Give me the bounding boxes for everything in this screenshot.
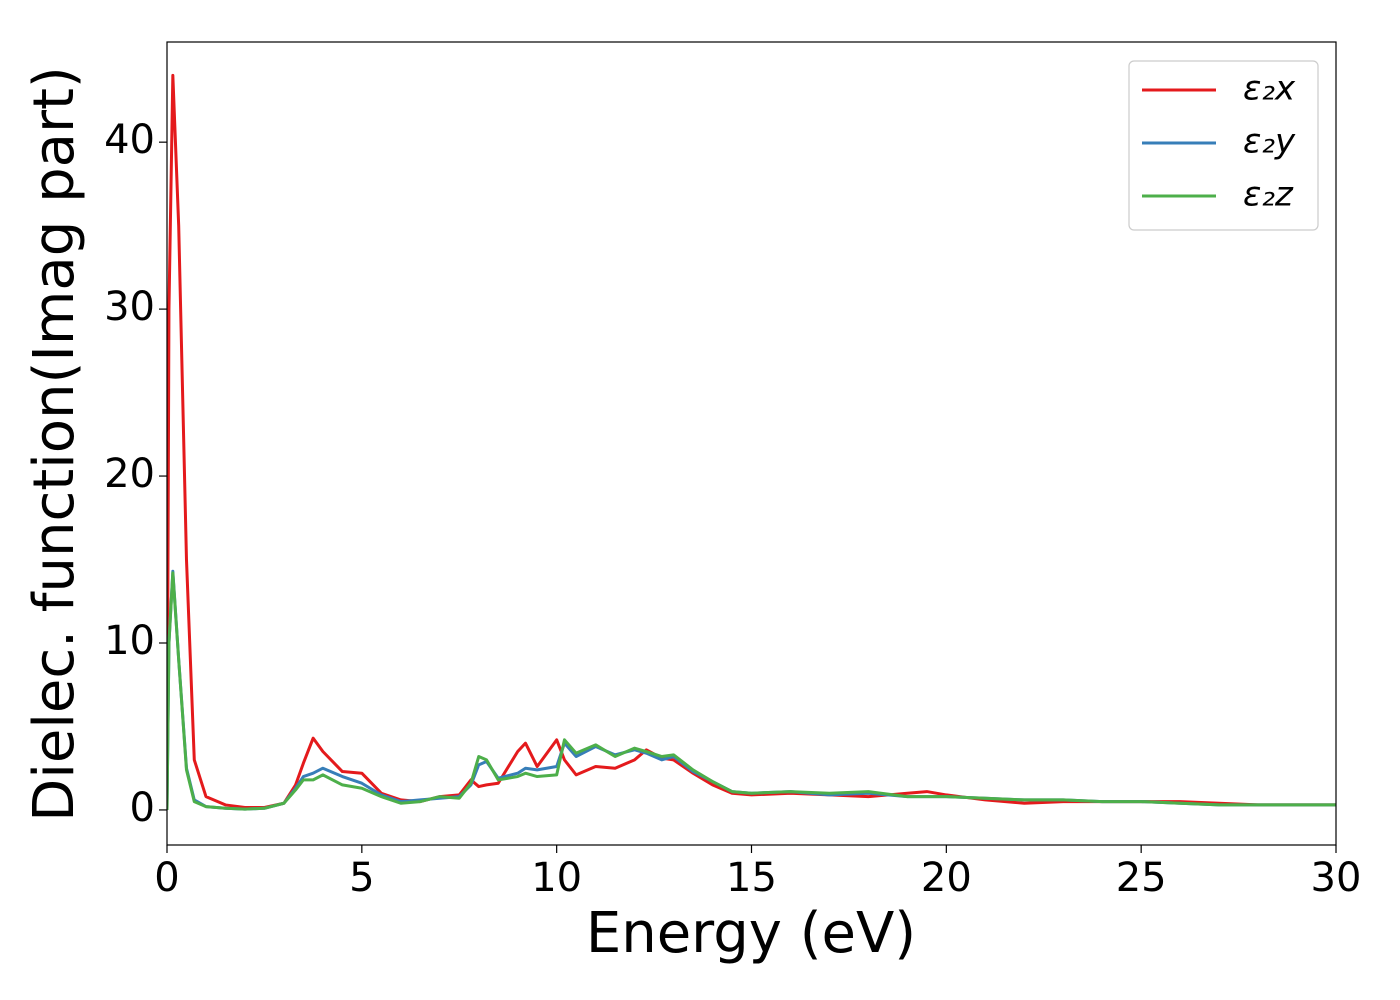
x-tick-label: 0 (154, 855, 179, 901)
legend-label: ε₂x (1243, 69, 1296, 109)
x-tick-label: 10 (531, 855, 582, 901)
x-tick-label: 20 (921, 855, 972, 901)
x-axis-label: Energy (eV) (586, 901, 916, 966)
plot-area (167, 73, 1336, 811)
x-tick-label: 25 (1116, 855, 1167, 901)
data-line (167, 569, 1336, 811)
y-tick-label: 40 (104, 117, 155, 163)
x-tick-label: 15 (726, 855, 777, 901)
y-tick-label: 30 (104, 284, 155, 330)
legend-box (1128, 60, 1319, 231)
y-tick-label: 0 (130, 785, 155, 831)
x-tick-label: 5 (349, 855, 374, 901)
legend-label: ε₂z (1243, 175, 1294, 215)
y-tick-label: 10 (104, 618, 155, 664)
legend-label: ε₂y (1243, 122, 1296, 162)
y-tick-label: 20 (104, 451, 155, 497)
data-line (167, 571, 1336, 811)
x-tick-label: 30 (1311, 855, 1362, 901)
y-axis-label: Dielec. function(Imag part) (22, 66, 87, 822)
